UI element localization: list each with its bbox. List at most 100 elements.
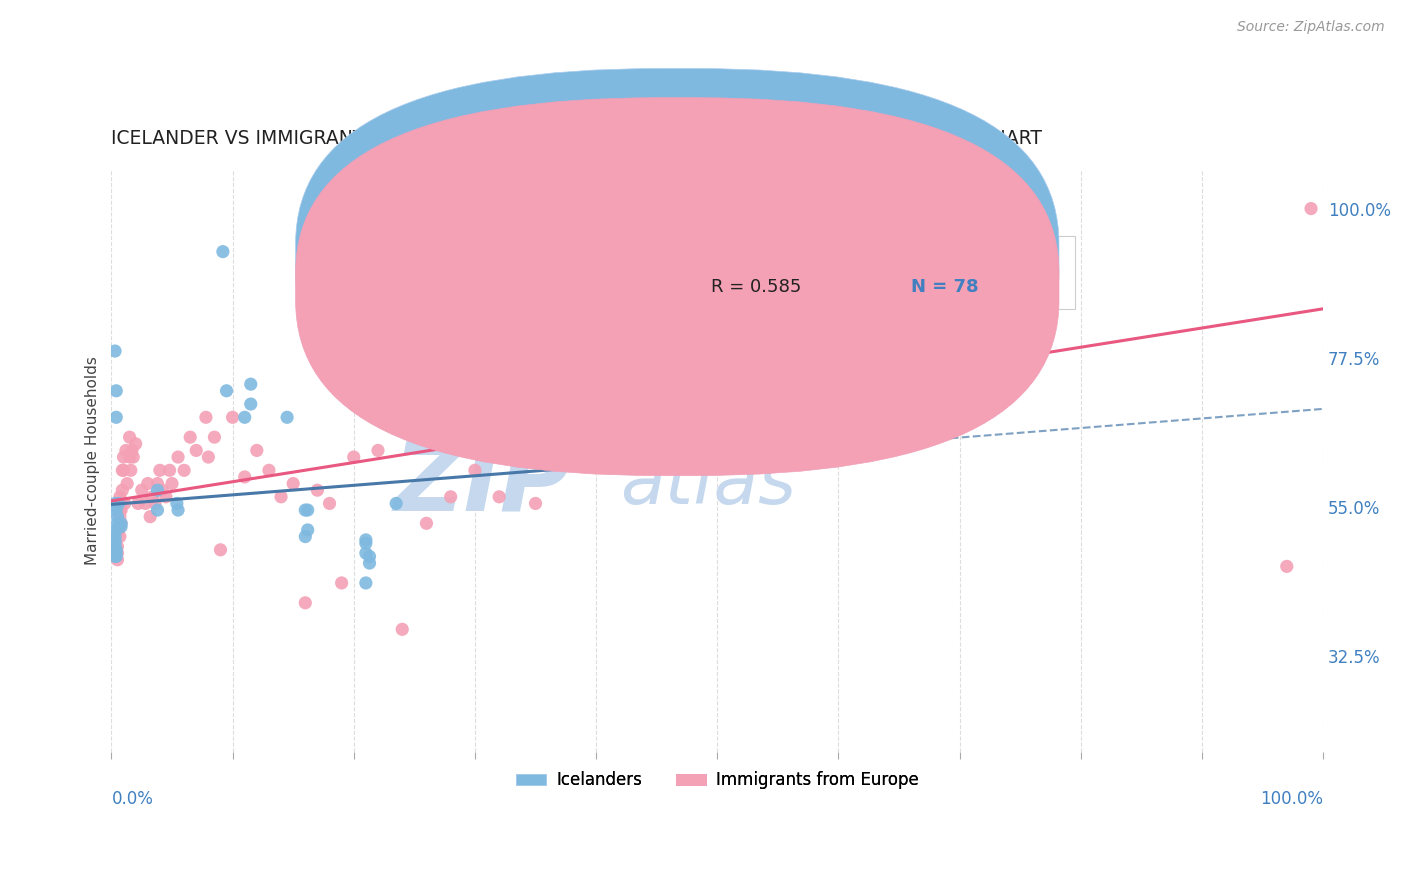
Point	[142, 490, 165, 504]
FancyBboxPatch shape	[638, 235, 1074, 309]
Point	[276, 410, 298, 425]
Point	[354, 533, 377, 547]
Point	[146, 476, 169, 491]
Point	[1010, 264, 1032, 278]
Point	[294, 596, 316, 610]
Point	[239, 397, 262, 411]
Point	[104, 533, 127, 547]
Point	[149, 463, 172, 477]
Point	[121, 443, 143, 458]
Point	[108, 530, 131, 544]
Point	[658, 377, 681, 392]
Point	[110, 516, 132, 531]
Point	[112, 450, 135, 464]
Point	[105, 523, 128, 537]
Point	[110, 516, 132, 531]
Point	[105, 384, 128, 398]
Legend: Icelanders, Immigrants from Europe: Icelanders, Immigrants from Europe	[509, 764, 925, 796]
Point	[354, 536, 377, 550]
Point	[118, 450, 141, 464]
Point	[105, 542, 128, 557]
Point	[112, 463, 135, 477]
Point	[166, 496, 188, 510]
Point	[330, 576, 353, 591]
Point	[110, 503, 132, 517]
Point	[118, 430, 141, 444]
Point	[343, 450, 366, 464]
Point	[105, 542, 128, 557]
Text: N = 78: N = 78	[911, 277, 979, 295]
Point	[367, 443, 389, 458]
Point	[105, 549, 128, 564]
Point	[415, 516, 437, 531]
Point	[104, 540, 127, 554]
Point	[233, 470, 256, 484]
Point	[297, 523, 319, 537]
Point	[108, 490, 131, 504]
Point	[107, 540, 129, 554]
Point	[115, 476, 138, 491]
Point	[766, 310, 789, 325]
Point	[464, 463, 486, 477]
Point	[173, 463, 195, 477]
Point	[585, 450, 607, 464]
Y-axis label: Married-couple Households: Married-couple Households	[86, 356, 100, 565]
Text: Source: ZipAtlas.com: Source: ZipAtlas.com	[1237, 20, 1385, 34]
Text: 100.0%: 100.0%	[1260, 789, 1323, 808]
Point	[307, 483, 329, 498]
Point	[215, 384, 238, 398]
Point	[359, 556, 381, 570]
Point	[104, 530, 127, 544]
Point	[107, 496, 129, 510]
Point	[294, 530, 316, 544]
Point	[105, 546, 128, 560]
Point	[186, 443, 208, 458]
Point	[209, 542, 232, 557]
Point	[104, 549, 127, 564]
Point	[354, 576, 377, 591]
Point	[160, 476, 183, 491]
Point	[127, 496, 149, 510]
Point	[115, 443, 138, 458]
Point	[167, 450, 190, 464]
Point	[107, 553, 129, 567]
Point	[108, 503, 131, 517]
Point	[354, 546, 377, 560]
Point	[124, 437, 146, 451]
Point	[257, 463, 280, 477]
Point	[105, 503, 128, 517]
Point	[104, 344, 127, 359]
Point	[440, 490, 463, 504]
Point	[246, 443, 269, 458]
Point	[561, 337, 583, 351]
Point	[107, 519, 129, 533]
Point	[120, 463, 142, 477]
Point	[609, 450, 631, 464]
Point	[105, 549, 128, 564]
Point	[139, 509, 162, 524]
Point	[110, 519, 132, 533]
Point	[146, 503, 169, 517]
Point	[706, 291, 728, 305]
Point	[633, 331, 655, 345]
Point	[179, 430, 201, 444]
Point	[107, 523, 129, 537]
Text: R = 0.585: R = 0.585	[711, 277, 801, 295]
Point	[110, 496, 132, 510]
Point	[105, 410, 128, 425]
Point	[107, 516, 129, 531]
Point	[150, 483, 173, 498]
Point	[104, 536, 127, 550]
FancyBboxPatch shape	[295, 69, 1059, 446]
Point	[524, 496, 547, 510]
Point	[107, 496, 129, 510]
Point	[221, 410, 243, 425]
Point	[270, 490, 292, 504]
Text: ZIP: ZIP	[394, 437, 572, 530]
Point	[134, 496, 156, 510]
Point	[297, 503, 319, 517]
Point	[105, 500, 128, 514]
Text: N = 46: N = 46	[911, 249, 979, 267]
Point	[104, 542, 127, 557]
Point	[1275, 559, 1298, 574]
